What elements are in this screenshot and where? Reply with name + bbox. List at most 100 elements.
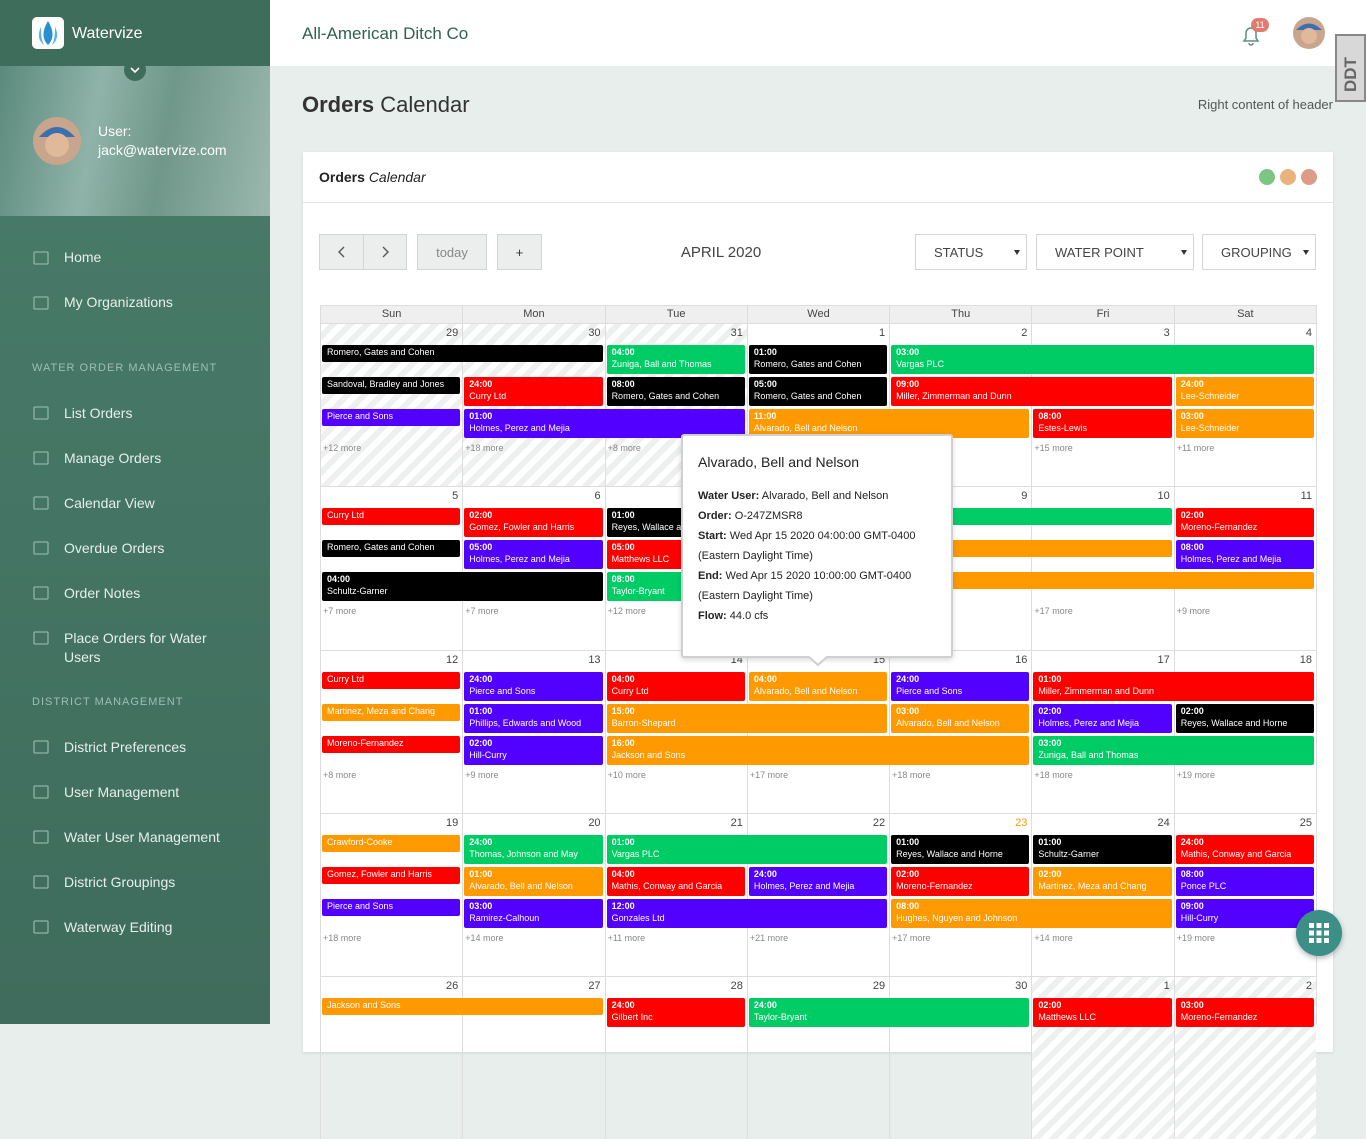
calendar-event[interactable]: 24:00 Lee-Schneider [1175,377,1314,406]
today-button[interactable]: today [417,234,487,270]
more-link[interactable]: +14 more [1034,932,1073,943]
more-link[interactable]: +9 more [1176,606,1210,617]
nav-item[interactable]: Waterway Editing [64,919,173,935]
calendar-event[interactable]: 02:00 Matthews LLC [1033,998,1172,1027]
calendar-event[interactable]: 08:00 Ponce PLC [1175,866,1314,896]
calendar-event[interactable]: Pierce and Sons [322,898,461,916]
more-link[interactable]: +14 more [465,932,504,943]
more-link[interactable]: +19 more [1176,769,1215,780]
calendar-event[interactable]: Jackson and Sons [322,998,603,1015]
calendar-event[interactable]: 02:00 Reyes, Wallace and Horne [1175,703,1314,733]
more-link[interactable]: +9 more [465,769,499,780]
calendar-event[interactable]: 04:00 Mathis, Conway and Garcia [606,866,745,896]
more-link[interactable]: +17 more [749,769,789,780]
card-dot[interactable] [1301,169,1317,185]
calendar-event[interactable]: 03:00 Zuniga, Ball and Thomas [1033,735,1314,765]
more-link[interactable]: +18 more [465,443,504,453]
calendar-event[interactable]: 08:00 Holmes, Perez and Mejia [1175,540,1314,570]
calendar-event[interactable]: 16:00 Jackson and Sons [606,735,1030,765]
calendar-event[interactable]: Moreno-Fernandez [322,735,461,753]
calendar-event[interactable]: 12:00 Gonzales Ltd [606,898,888,928]
calendar-event[interactable]: Romero, Gates and Cohen [322,345,603,362]
calendar-event[interactable]: 24:00 Pierce and Sons [464,671,603,701]
add-button[interactable]: + [497,234,542,270]
more-link[interactable]: +11 more [1176,443,1215,453]
nav-item[interactable]: Manage Orders [64,450,162,466]
calendar-event[interactable]: 01:00 Miller, Zimmerman and Dunn [1033,671,1314,701]
calendar-event[interactable]: 03:00 Moreno-Fernandez [1175,998,1314,1027]
calendar-event[interactable]: 24:00 Holmes, Perez and Mejia [748,866,888,896]
nav-item[interactable]: District Groupings [64,874,176,890]
more-link[interactable]: +11 more [607,932,646,943]
calendar-event[interactable]: 24:00 Gilbert Inc [606,998,745,1027]
calendar-event[interactable]: Sandoval, Bradley and Jones [322,377,461,394]
more-link[interactable]: +12 more [323,443,362,453]
calendar-event[interactable]: 03:00 Vargas PLC [891,345,1314,374]
calendar-event[interactable]: 02:00 Moreno-Fernandez [1175,508,1314,538]
next-button[interactable] [363,234,407,270]
nav-item[interactable]: Place Orders for Water Users [64,630,207,665]
calendar-event[interactable]: 08:00 Romero, Gates and Cohen [606,377,745,406]
nav-item[interactable]: Overdue Orders [64,540,165,556]
more-link[interactable]: +15 more [1034,443,1073,453]
calendar-event[interactable]: 03:00 Alvarado, Bell and Nelson [891,703,1030,733]
calendar-event[interactable]: 01:00 Holmes, Perez and Mejia [464,409,745,438]
prev-button[interactable] [319,234,364,270]
more-link[interactable]: +8 more [323,769,357,780]
calendar-event[interactable]: Curry Ltd [322,508,461,526]
calendar-event[interactable]: 01:00 Schultz-Garner [1033,834,1172,864]
nav-item[interactable]: Order Notes [64,585,141,601]
calendar-event[interactable]: 01:00 Alvarado, Bell and Nelson [464,866,603,896]
calendar-event[interactable]: 03:00 Lee-Schneider [1175,409,1314,438]
more-link[interactable]: +12 more [607,606,646,617]
calendar-event[interactable]: 02:00 Moreno-Fernandez [891,866,1030,896]
nav-item[interactable]: District Preferences [64,739,187,755]
nav-item[interactable]: Home [64,249,102,265]
more-link[interactable]: +18 more [892,769,931,780]
calendar-event[interactable]: 24:00 Pierce and Sons [891,671,1030,701]
calendar-event[interactable]: 01:00 Vargas PLC [606,834,888,864]
more-link[interactable]: +10 more [607,769,646,780]
header-avatar[interactable] [1293,17,1325,49]
calendar-event[interactable]: Gomez, Fowler and Harris [322,866,461,884]
calendar-event[interactable]: 08:00 Estes-Lewis [1033,409,1172,438]
more-link[interactable]: +18 more [1034,769,1073,780]
calendar-event[interactable]: 11:00 Alvarado, Bell and Nelson [748,409,1030,438]
nav-item[interactable]: List Orders [64,405,133,421]
card-dot[interactable] [1280,169,1296,185]
calendar-event[interactable]: 24:00 Taylor-Bryant [748,998,1030,1027]
calendar-event[interactable]: 01:00 Romero, Gates and Cohen [748,345,888,374]
more-link[interactable]: +19 more [1176,932,1215,943]
filter-select[interactable]: STATUS [915,234,1027,270]
calendar-event[interactable]: 04:00 Alvarado, Bell and Nelson [748,671,888,701]
calendar-event[interactable]: 24:00 Curry Ltd [464,377,603,406]
calendar-event[interactable]: 04:00 Curry Ltd [606,671,745,701]
calendar-event[interactable]: 05:00 Holmes, Perez and Mejia [464,540,603,570]
nav-item[interactable]: My Organizations [64,294,173,310]
more-link[interactable]: +18 more [323,932,362,943]
collapse-toggle[interactable] [123,58,147,82]
side-tab[interactable]: DDT [1335,34,1366,102]
calendar-event[interactable]: 09:00 Miller, Zimmerman and Dunn [891,377,1172,406]
calendar-event[interactable]: 02:00 Hill-Curry [464,735,603,765]
calendar-event[interactable]: Martinez, Meza and Chang [322,703,461,721]
calendar-event[interactable]: 15:00 Barron-Shepard [606,703,888,733]
nav-item[interactable]: Water User Management [64,829,220,845]
filter-select[interactable]: WATER POINT [1036,234,1194,270]
more-link[interactable]: +17 more [892,932,931,943]
calendar-event[interactable]: 04:00 Zuniga, Ball and Thomas [606,345,745,374]
calendar-event[interactable]: 08:00 Hughes, Nguyen and Johnson [891,898,1172,928]
nav-item[interactable]: Calendar View [64,495,155,511]
calendar-event[interactable]: 02:00 Gomez, Fowler and Harris [464,508,603,538]
calendar-event[interactable]: 02:00 Holmes, Perez and Mejia [1033,703,1172,733]
calendar-event[interactable]: Pierce and Sons [322,409,461,426]
more-link[interactable]: +8 more [607,443,641,453]
calendar-event[interactable]: 01:00 Reyes, Wallace and Horne [891,834,1030,864]
calendar-event[interactable]: 24:00 Thomas, Johnson and May [464,834,603,864]
calendar-event[interactable]: 05:00 Romero, Gates and Cohen [748,377,888,406]
calendar-event[interactable]: 09:00 Hill-Curry [1175,898,1314,928]
calendar-event[interactable]: 03:00 Ramirez-Calhoun [464,898,603,928]
apps-button[interactable] [1296,910,1342,956]
card-dot[interactable] [1259,169,1275,185]
calendar-event[interactable]: 24:00 Mathis, Conway and Garcia [1175,834,1314,864]
